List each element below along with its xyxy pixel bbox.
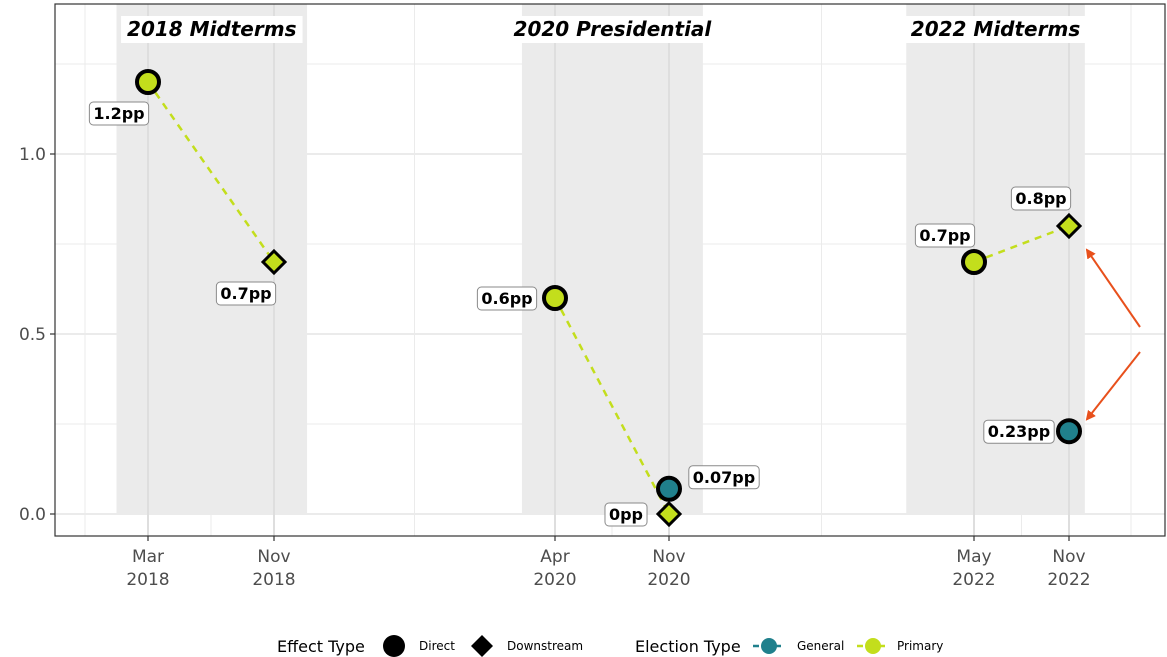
data-label-box [983,419,1055,444]
data-label-box [88,101,150,126]
legend-key-downstream [471,635,493,657]
data-point-downstream [655,500,683,528]
data-label-box [688,465,760,490]
data-label: 0.7pp [220,284,271,303]
y-axis-tick-label: 1.0 [19,145,46,165]
annotation-arrow [1085,248,1141,328]
election-period-title-background [121,16,303,43]
x-axis-tick-label-month: Nov [652,547,685,567]
x-axis-tick-label-year: 2020 [647,570,690,590]
connector-line [146,81,276,263]
x-axis-tick-label-month: Mar [132,547,164,567]
data-point-direct [656,475,682,502]
x-axis-tick-label-year: 2020 [533,570,576,590]
legend-key-direct [383,635,405,657]
y-axis-tick-label: 0.5 [19,325,46,345]
data-point-direct [1056,418,1082,445]
data-point-direct [961,249,987,275]
data-label-box [1010,186,1072,211]
data-label: 0pp [609,505,643,524]
legend-label-downstream: Downstream [507,639,583,653]
x-axis-tick-label-year: 2022 [952,570,995,590]
x-axis-tick-label-month: Nov [1052,547,1085,567]
election-period-title-background [507,16,719,43]
data-label-box [476,286,538,311]
election-period-title-background [904,16,1087,43]
election-period-title: 2022 Midterms [911,17,1081,41]
legend-key-general [761,638,777,654]
legend-label-direct: Direct [419,639,455,653]
data-label: 0.7pp [919,226,970,245]
election-period-title: 2018 Midterms [127,17,297,41]
x-axis-tick-label-month: Nov [257,547,290,567]
x-axis-tick-label-month: May [956,547,991,567]
x-axis-tick-label-year: 2018 [252,570,295,590]
x-axis-tick-label-year: 2022 [1047,570,1090,590]
legend-title-election-type: Election Type [635,637,741,656]
data-label: 0.07pp [693,468,755,487]
data-label-box [914,223,976,248]
election-period-title: 2020 Presidential [514,17,713,41]
plot-panel: 2018 Midterms 2020 Presidential 2022 Midte… [19,3,1166,590]
y-axis-tick-label: 0.0 [19,505,46,525]
plot-border [54,3,1166,537]
data-point-direct [135,69,161,95]
data-label: 0.23pp [988,422,1050,441]
legend-label-general: General [797,639,844,653]
data-point-downstream [1055,212,1083,240]
x-axis-tick-label-year: 2018 [126,570,169,590]
legend-title-effect-type: Effect Type [277,637,365,656]
legend-label-primary: Primary [897,639,943,653]
data-label: 1.2pp [93,104,144,123]
data-label-box [215,281,277,306]
connector-line [553,297,671,515]
annotation-arrow [1085,351,1141,421]
data-label-box [604,502,648,527]
data-label: 0.8pp [1015,189,1066,208]
connector-line [973,224,1070,264]
x-axis-tick-label-month: Apr [540,547,569,567]
data-label: 0.6pp [481,289,532,308]
data-point-direct [542,285,568,311]
legend: Effect Type Direct Downstream Election Type… [277,635,943,657]
data-point-downstream [260,248,288,276]
legend-key-primary [865,638,881,654]
